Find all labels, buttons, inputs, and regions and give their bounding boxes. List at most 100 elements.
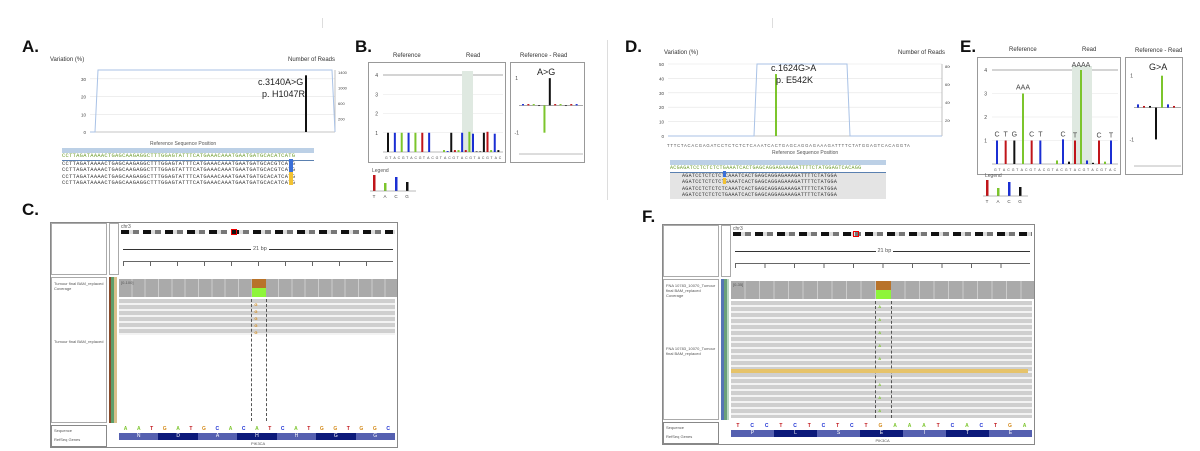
sequence-base: A	[123, 426, 128, 432]
tick-label: 800	[945, 64, 950, 69]
gene-track-name[interactable]: RefSeq Genes	[54, 437, 81, 442]
tick-label: 1000	[338, 86, 348, 91]
tick-label: 3	[984, 92, 987, 98]
x-tick-label: C	[431, 156, 434, 160]
x-tick-label: G	[486, 156, 489, 160]
diff-title: Reference - Read	[520, 53, 568, 59]
base-annotation: AAA	[1016, 85, 1030, 92]
mismatch-base: A	[878, 304, 882, 309]
read-highlight	[462, 71, 473, 152]
variant-highlight	[289, 159, 293, 172]
highlighted-read[interactable]	[731, 369, 1028, 373]
amino-acid: G	[355, 433, 395, 440]
x-tick-label: A	[1021, 168, 1024, 172]
aligned-reads[interactable]	[731, 301, 1032, 418]
igv-attribute-header	[721, 225, 731, 277]
amino-acid: S	[817, 430, 860, 437]
tick-label: -1	[515, 131, 520, 137]
reads-track-name[interactable]: FNA 10783_10070_Tumour final BAM_replace…	[666, 346, 716, 356]
sequence-base: C	[821, 423, 826, 429]
sequence-alignment: ACGAGATCCTCTCTCTGAAATCACTGAGCAGGAGAAAGAT…	[670, 160, 886, 199]
x-tick-label: A	[1074, 168, 1077, 172]
sequence-track-name[interactable]: Sequence	[54, 428, 73, 433]
amino-acid: N	[119, 433, 159, 440]
bar-A	[559, 104, 562, 106]
x-tick-label: C	[1007, 168, 1010, 172]
reads-track-name[interactable]: Tumour final BAM_replaced	[54, 339, 104, 344]
right-axis-title: Number of Reads	[288, 57, 336, 63]
legend-bar-A	[997, 188, 1000, 196]
bar-G	[538, 105, 541, 107]
bar-T	[1004, 140, 1007, 164]
bar-A	[1080, 70, 1082, 164]
bar-G	[387, 132, 389, 152]
bar-C	[575, 104, 578, 106]
diff-chart-e: 1 -1	[1125, 57, 1183, 175]
legend-label: A	[996, 199, 999, 204]
bar-G	[1155, 107, 1157, 140]
read-sequence: AGATCCTCTCTCTCAAATCACTGAGCAGGAGAAAGATTTT…	[682, 185, 838, 192]
chromosome-label: chr3	[121, 224, 131, 230]
panel-label-e: E.	[960, 37, 977, 56]
bar-T	[1173, 105, 1175, 108]
sequence-base: C	[979, 423, 984, 429]
base-annotation: T	[1109, 133, 1114, 140]
sequence-base: T	[807, 423, 811, 429]
bar-A	[443, 150, 445, 152]
igv-browser-c[interactable]: chr3 21 bp Tumour final BAM_replaced Cov…	[50, 222, 398, 448]
base-annotation: T	[1073, 133, 1078, 140]
variant-highlight	[723, 171, 726, 177]
span-label: 21 bp	[875, 248, 894, 254]
bar-A	[457, 150, 460, 152]
sequence-base: A	[907, 423, 912, 429]
tick-label: 1	[375, 131, 378, 137]
gene-track-name[interactable]: RefSeq Genes	[666, 434, 693, 439]
read-title: Read	[1082, 47, 1097, 53]
x-tick-label: G	[994, 168, 997, 172]
tick-label: -1	[1130, 137, 1135, 143]
coverage-track-name[interactable]: Tumour final BAM_replaced Coverage	[54, 281, 104, 291]
amino-acid: T	[946, 430, 989, 437]
chromosome-ideogram[interactable]	[733, 232, 1032, 236]
bar-T	[453, 150, 456, 152]
x-tick-label: A	[393, 156, 396, 160]
x-tick-label: G	[1083, 168, 1086, 172]
bar-C	[1062, 139, 1064, 164]
x-tick-label: T	[1034, 168, 1037, 172]
right-axis-title: Number of Reads	[898, 50, 946, 56]
legend-label: T	[986, 199, 989, 204]
mismatch-base: G	[254, 316, 258, 321]
span-label: 21 bp	[251, 246, 269, 252]
x-tick-label: G	[385, 156, 388, 160]
bar-C	[461, 132, 464, 152]
bar-G	[450, 132, 453, 152]
x-tick-label: C	[499, 156, 502, 160]
tick-label: 40	[659, 76, 665, 81]
bar-A	[1022, 93, 1024, 164]
x-tick-label: A	[427, 156, 430, 160]
bar-C	[996, 140, 998, 164]
chromosome-ideogram[interactable]	[121, 230, 395, 234]
sequence-track-name[interactable]: Sequence	[666, 425, 685, 430]
bar-T	[527, 104, 530, 106]
bar-G	[564, 105, 567, 107]
igv-browser-f[interactable]: chr3 21 bp FNA 10783_10070_Tumour final …	[662, 224, 1035, 445]
coverage-track-name[interactable]: FNA 10783_10070_Tumour final BAM_replace…	[666, 283, 716, 298]
sequence-base: T	[307, 426, 311, 432]
bar-C	[1086, 160, 1088, 164]
mismatch-base: A	[878, 395, 882, 400]
x-tick-label: T	[474, 156, 477, 160]
legend-label: T	[373, 194, 376, 199]
mismatch-base: A	[878, 356, 882, 361]
bar-G	[475, 151, 478, 153]
aligned-reads[interactable]	[119, 299, 395, 335]
tick-label: 20	[81, 95, 87, 100]
base-annotation: C	[994, 132, 999, 139]
legend-bar-C	[1008, 182, 1011, 196]
base-annotation: AAAA	[1072, 62, 1091, 69]
sequence-base: G	[372, 426, 377, 432]
